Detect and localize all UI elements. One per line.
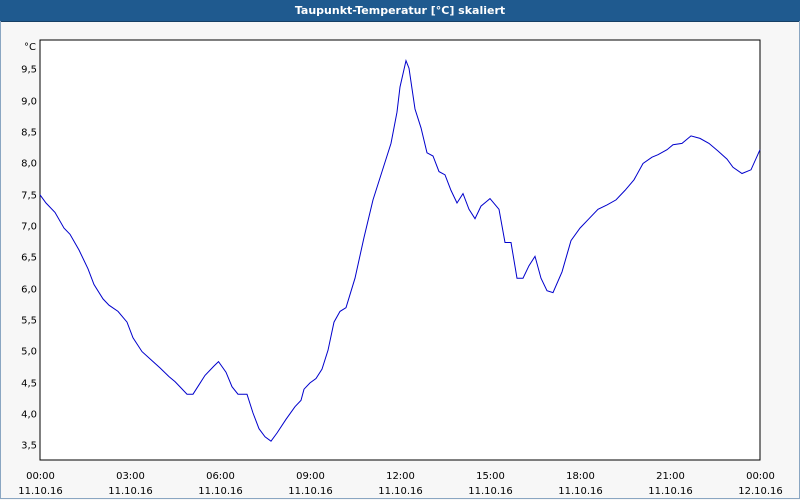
y-tick-label: 9,5: [21, 65, 37, 76]
y-tick-label: 8,5: [21, 128, 37, 139]
plot-area: [39, 39, 761, 461]
y-tick-label: 6,0: [21, 285, 37, 296]
x-tick-label-time: 06:00: [206, 471, 235, 482]
series-line: [39, 59, 761, 442]
series-group: [39, 59, 761, 442]
y-tick-label: 8,0: [21, 159, 37, 170]
x-tick-label-time: 15:00: [476, 471, 505, 482]
x-tick-label-time: 03:00: [116, 471, 145, 482]
x-tick-label-date: 11.10.16: [18, 486, 63, 497]
y-axis-label: °C: [24, 42, 36, 53]
y-tick-label: 7,0: [21, 222, 37, 233]
x-tick-label-time: 18:00: [566, 471, 595, 482]
y-axis-ticks: 3,5 4,0 4,5 5,0 5,5 6,0 6,5 7,0 7,5 8,0 8,5 9,0 9,5: [21, 65, 37, 452]
y-tick-label: 4,5: [21, 379, 37, 390]
y-tick-label: 7,5: [21, 191, 37, 202]
x-tick-label-time: 12:00: [386, 471, 415, 482]
x-tick-label-date: 11.10.16: [288, 486, 333, 497]
y-tick-label: 5,0: [21, 347, 37, 358]
y-tick-label: 4,0: [21, 410, 37, 421]
x-tick-label-date: 11.10.16: [108, 486, 153, 497]
x-tick-label-time: 00:00: [26, 471, 55, 482]
y-tick-label: 9,0: [21, 97, 37, 108]
x-tick-label-time: 00:00: [746, 471, 775, 482]
y-tick-label: 5,5: [21, 316, 37, 327]
x-tick-label-date: 12.10.16: [738, 486, 783, 497]
plot-area-border: [39, 39, 761, 461]
x-tick-label-time: 09:00: [296, 471, 325, 482]
x-axis-ticks: 00:00 11.10.16 03:00 11.10.16 06:00 11.10.16 0…: [18, 471, 783, 497]
x-tick-label-date: 11.10.16: [558, 486, 603, 497]
x-tick-label-date: 11.10.16: [648, 486, 693, 497]
x-tick-label-date: 11.10.16: [468, 486, 513, 497]
y-tick-label: 6,5: [21, 253, 37, 264]
x-tick-label-time: 21:00: [656, 471, 685, 482]
chart-title: Taupunkt-Temperatur [°C] skaliert: [0, 0, 800, 22]
y-tick-label: 3,5: [21, 441, 37, 452]
x-tick-label-date: 11.10.16: [378, 486, 423, 497]
x-tick-label-date: 11.10.16: [198, 486, 243, 497]
